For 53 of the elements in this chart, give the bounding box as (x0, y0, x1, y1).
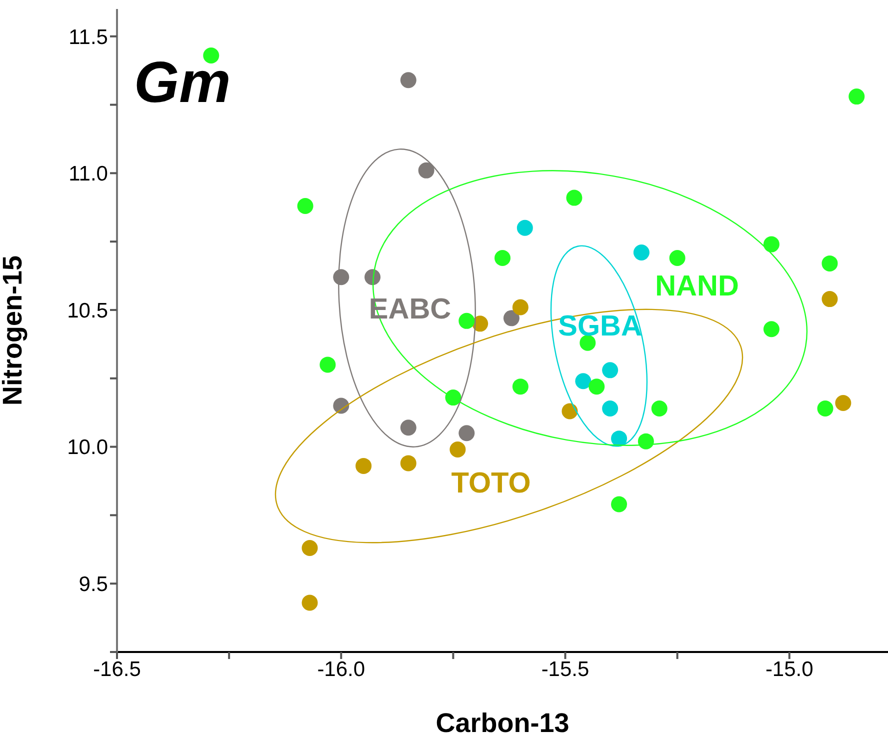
x-tick-label: -16.5 (93, 658, 141, 681)
point (763, 236, 780, 252)
x-axis-title: Carbon-13 (436, 708, 570, 734)
point (822, 255, 838, 272)
x-tick-label: -15.0 (765, 658, 814, 681)
x-tick-label: -16.0 (317, 658, 366, 681)
point (588, 378, 605, 395)
point (302, 594, 318, 611)
y-tick-label: 11.0 (68, 162, 108, 186)
point (364, 269, 381, 286)
point (418, 162, 434, 178)
y-tick-label: 10.5 (67, 299, 108, 322)
x-tick-label: -15.5 (541, 658, 590, 681)
point (333, 398, 350, 414)
series-label: TOTO (451, 468, 531, 500)
point (835, 395, 852, 412)
point (503, 310, 520, 326)
point (817, 400, 834, 416)
y-tick-label: 10.0 (67, 436, 108, 460)
point (562, 403, 578, 420)
point (822, 291, 838, 308)
point (333, 269, 350, 286)
point (297, 198, 314, 214)
point (611, 496, 628, 512)
point (848, 88, 865, 105)
series-label: NAND (655, 270, 739, 302)
point (602, 400, 618, 416)
point (633, 244, 650, 261)
point (763, 321, 780, 338)
point (400, 72, 416, 88)
point (512, 378, 528, 395)
point (512, 299, 528, 316)
point (458, 425, 475, 442)
point (458, 312, 475, 329)
point (575, 373, 592, 390)
text: Gm (134, 50, 231, 115)
point (320, 356, 336, 373)
point (400, 455, 416, 472)
y-axis-title: Nitrogen-15 (0, 255, 28, 406)
point (494, 250, 510, 266)
point (516, 220, 533, 236)
point (356, 458, 372, 474)
y-tick-label: 9.5 (78, 573, 108, 596)
point (638, 433, 654, 450)
point (651, 400, 668, 416)
point (611, 430, 628, 447)
point (302, 540, 318, 556)
point (450, 442, 466, 458)
point (566, 190, 582, 206)
y-tick-label: 11.5 (68, 26, 108, 49)
point (669, 250, 686, 266)
point (602, 362, 618, 378)
point (400, 420, 416, 436)
